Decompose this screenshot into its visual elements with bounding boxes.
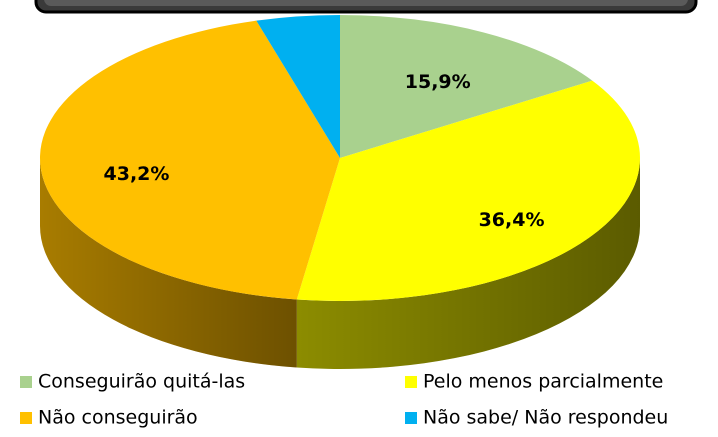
legend-label: Pelo menos parcialmente [423,371,663,393]
pie-slice [40,20,341,300]
data-label: 15,9% [405,71,471,93]
legend-swatch [405,376,417,388]
data-label: 36,4% [479,209,545,231]
pie-slice [256,15,340,158]
data-label: 43,2% [104,163,170,185]
pie-side-shade [40,158,297,368]
title-box-inner [44,0,688,6]
legend-label: Não sabe/ Não respondeu [423,407,668,429]
pie-slice [340,15,593,158]
pie: 15,9% 36,4% 43,2% [40,15,641,369]
legend-swatch [20,412,32,424]
pie-slice [296,80,641,301]
legend-swatch [20,376,32,388]
legend: Conseguirão quitá-las Pelo menos parcialm… [20,371,668,429]
pie-side-shade [296,158,641,369]
legend-label: Não conseguirão [38,407,198,429]
legend-label: Conseguirão quitá-las [38,371,245,393]
legend-swatch [405,412,417,424]
